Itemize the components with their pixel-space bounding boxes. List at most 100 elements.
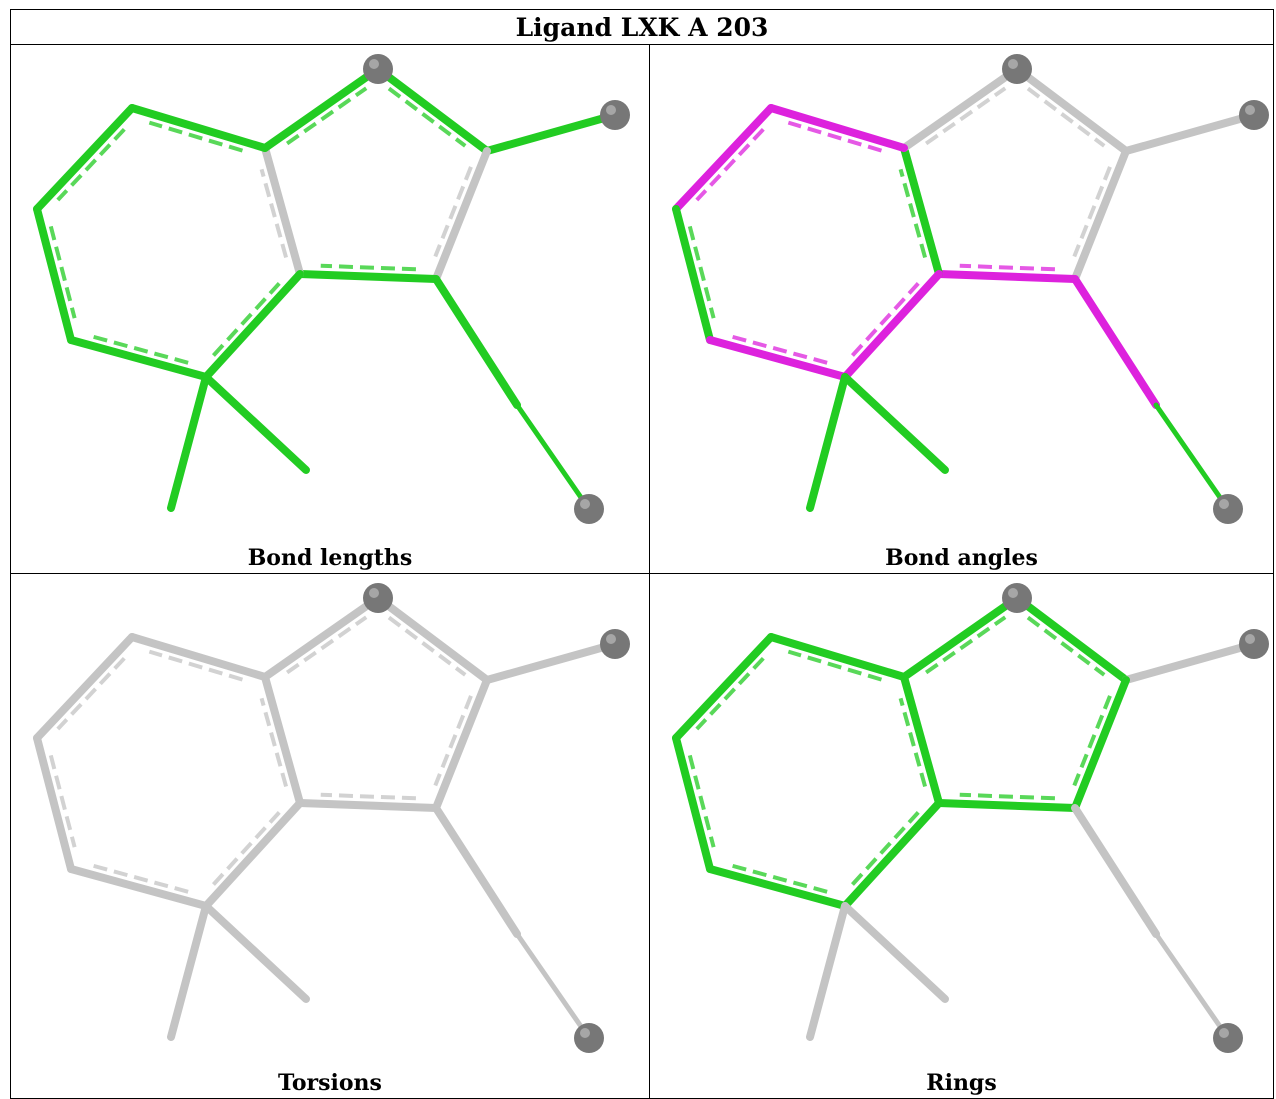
atom-highlight (1008, 59, 1018, 69)
molecule-bond-lengths (33, 54, 630, 524)
bond-c2-c3 (935, 799, 1079, 812)
bond-n1-n2 (514, 402, 592, 512)
bond-c7-c8 (67, 336, 210, 381)
atom-highlight (606, 634, 616, 644)
panel-bond-angles: Bond angles (649, 44, 1274, 574)
bond-c5-c6 (672, 633, 775, 742)
aromatic-dash-c7-c8 (732, 863, 828, 894)
bond-c8-c3 (202, 270, 304, 381)
aromatic-dash-c4-o (285, 615, 368, 675)
aromatic-dash-c8-c3 (211, 811, 281, 886)
atom-sphere-n2 (574, 1023, 604, 1053)
atom-highlight (1245, 634, 1255, 644)
aromatic-dash-c5-c6 (695, 656, 765, 731)
bond-c8-m1 (806, 373, 849, 512)
atom-sphere-c1m (1239, 629, 1269, 659)
bond-c1-c1m (1122, 111, 1258, 155)
atom-highlight (580, 1028, 590, 1038)
molecule-rings (672, 583, 1269, 1053)
bond-c3-c4 (261, 144, 304, 278)
aromatic-dash-c8-c3 (850, 282, 920, 357)
bond-c1-c2 (1071, 147, 1130, 283)
bond-c1-c1m (483, 640, 619, 684)
bond-c1-c1m (483, 111, 619, 155)
atom-sphere-n2 (574, 494, 604, 524)
aromatic-dash-c6-c7 (48, 225, 77, 319)
panel-torsions: Torsions (10, 573, 650, 1099)
aromatic-dash-c3-c4 (259, 697, 289, 788)
atom-sphere-c1m (600, 629, 630, 659)
panel-bond-lengths: Bond lengths (10, 44, 650, 574)
bond-c4-o (900, 594, 1021, 681)
aromatic-dash-c4-o (924, 86, 1007, 146)
caption-bond-angles: Bond angles (885, 545, 1038, 571)
bond-c2-c3 (296, 270, 440, 283)
bond-c6-c7 (33, 734, 75, 873)
atom-highlight (606, 105, 616, 115)
bond-c5-c6 (672, 104, 775, 213)
aromatic-dash-c4-c5 (787, 649, 883, 682)
caption-rings: Rings (926, 1070, 997, 1096)
atom-highlight (1219, 1028, 1229, 1038)
atom-highlight (369, 588, 379, 598)
bond-c8-c3 (841, 799, 943, 910)
bond-c2-n1 (432, 804, 521, 938)
aromatic-dash-c5-c6 (695, 127, 765, 202)
bond-c4-o (900, 65, 1021, 152)
aromatic-dash-c3-c4 (898, 697, 928, 788)
bond-o-c1 (1013, 594, 1130, 684)
atom-highlight (369, 59, 379, 69)
atom-sphere-n2 (1213, 494, 1243, 524)
molecule-torsions (33, 583, 630, 1053)
bond-c8-m2 (202, 373, 310, 474)
aromatic-dash-c1-c2 (1072, 166, 1112, 258)
aromatic-dash-c6-c7 (48, 754, 77, 848)
aromatic-dash-c4-o (924, 615, 1007, 675)
bond-c8-m1 (167, 373, 210, 512)
bond-c1-c1m (1122, 640, 1258, 684)
aromatic-dash-o-c1 (387, 86, 467, 148)
bond-c4-o (261, 594, 382, 681)
aromatic-dash-c8-c3 (850, 811, 920, 886)
bond-c7-c8 (67, 865, 210, 910)
bond-c4-o (261, 65, 382, 152)
atom-sphere-n2 (1213, 1023, 1243, 1053)
bond-c2-c3 (296, 799, 440, 812)
bond-c4-c5 (767, 633, 908, 681)
bond-c3-c4 (900, 144, 943, 278)
bond-c4-c5 (767, 104, 908, 152)
aromatic-dash-c2-c3 (959, 792, 1056, 801)
aromatic-dash-c2-c3 (959, 263, 1056, 272)
atom-highlight (1219, 499, 1229, 509)
bond-c4-c5 (128, 104, 269, 152)
aromatic-dash-c1-c2 (1072, 695, 1112, 787)
aromatic-dash-o-c1 (1026, 86, 1106, 148)
bond-c7-c8 (706, 865, 849, 910)
aromatic-dash-c2-c3 (320, 263, 417, 272)
aromatic-dash-c4-c5 (148, 120, 244, 153)
aromatic-dash-c4-c5 (787, 120, 883, 153)
aromatic-dash-c7-c8 (93, 863, 189, 894)
bond-o-c1 (374, 65, 491, 155)
molecule-bond-angles (672, 54, 1269, 524)
aromatic-dash-c7-c8 (93, 334, 189, 365)
aromatic-dash-c4-o (285, 86, 368, 146)
bond-n1-n2 (1153, 402, 1231, 512)
atom-sphere-o (1002, 54, 1032, 84)
bond-c8-m1 (806, 902, 849, 1041)
aromatic-dash-c3-c4 (898, 168, 928, 259)
bond-n1-n2 (1153, 931, 1231, 1041)
atom-sphere-o (1002, 583, 1032, 613)
bond-c2-c3 (935, 270, 1079, 283)
bond-c6-c7 (672, 205, 714, 344)
aromatic-dash-c4-c5 (148, 649, 244, 682)
atom-sphere-c1m (600, 100, 630, 130)
bond-c7-c8 (706, 336, 849, 381)
bond-n1-n2 (514, 931, 592, 1041)
bond-c6-c7 (672, 734, 714, 873)
bond-c3-c4 (900, 673, 943, 807)
aromatic-dash-c6-c7 (687, 225, 716, 319)
bond-c8-m2 (841, 373, 949, 474)
bond-c6-c7 (33, 205, 75, 344)
bond-c5-c6 (33, 104, 136, 213)
